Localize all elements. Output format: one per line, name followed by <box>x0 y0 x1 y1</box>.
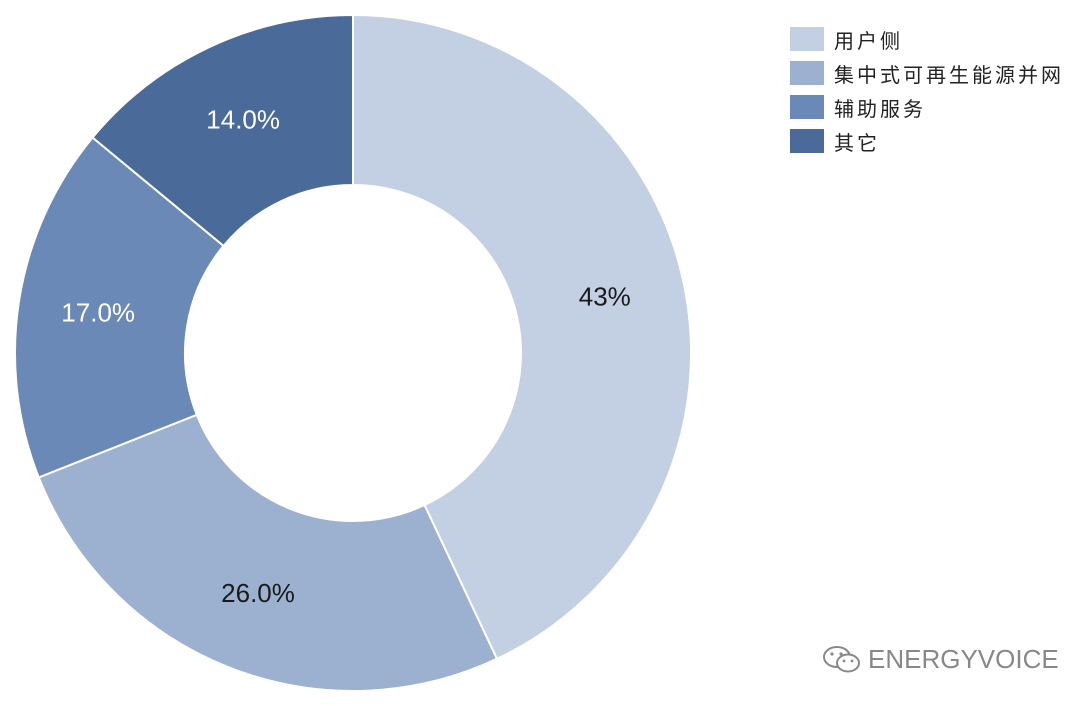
watermark-text: ENERGYVOICE <box>868 644 1059 674</box>
slice-label-1: 26.0% <box>221 578 295 608</box>
slice-label-0: 43% <box>579 282 631 312</box>
legend-item-ancillary-services: 辅助服务 <box>790 90 1064 124</box>
slice-3 <box>91 13 354 248</box>
slice-labels-group: 43% 26.0% 17.0% 14.0% <box>61 105 631 608</box>
legend: 用户侧 集中式可再生能源并网 辅助服务 其它 <box>790 22 1064 158</box>
legend-swatch <box>790 95 824 119</box>
slices-group <box>14 13 692 692</box>
wechat-icon <box>823 645 860 672</box>
legend-label: 集中式可再生能源并网 <box>834 62 1064 87</box>
legend-item-other: 其它 <box>790 124 1064 158</box>
watermark: ENERGYVOICE <box>822 644 1059 675</box>
legend-label: 其它 <box>834 130 880 155</box>
legend-item-user-side: 用户侧 <box>790 22 1064 56</box>
slice-0 <box>352 13 692 661</box>
slice-label-2: 17.0% <box>61 298 135 328</box>
legend-swatch <box>790 61 824 85</box>
slice-label-3: 14.0% <box>206 105 280 135</box>
slice-1 <box>37 413 499 692</box>
legend-item-centralized-renewable: 集中式可再生能源并网 <box>790 56 1064 90</box>
legend-label: 辅助服务 <box>834 96 926 121</box>
legend-swatch <box>790 27 824 51</box>
legend-label: 用户侧 <box>834 28 903 53</box>
slice-2 <box>14 136 225 479</box>
legend-swatch <box>790 129 824 153</box>
